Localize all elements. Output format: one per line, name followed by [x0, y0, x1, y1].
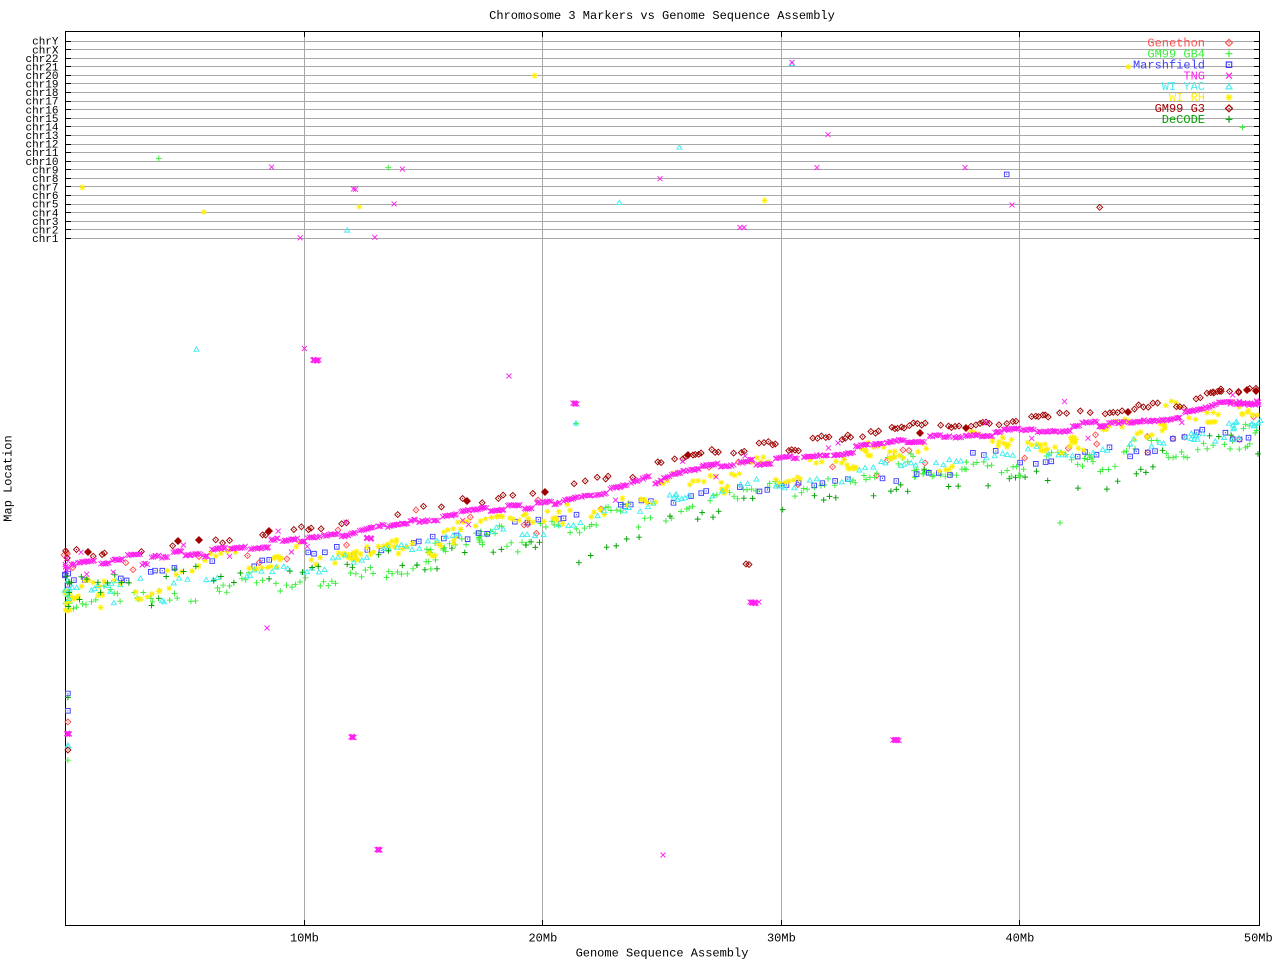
svg-text:chr1: chr1 — [32, 234, 59, 246]
svg-text:Genethon: Genethon — [1147, 37, 1205, 51]
svg-text:GM99 G3: GM99 G3 — [1155, 102, 1205, 116]
svg-text:WI YAC: WI YAC — [1162, 80, 1205, 94]
svg-text:chr3: chr3 — [32, 217, 58, 229]
svg-text:chr15: chr15 — [25, 114, 58, 126]
svg-text:30Mb: 30Mb — [767, 932, 796, 946]
svg-text:Chromosome 3 Markers vs Genome: Chromosome 3 Markers vs Genome Sequence … — [489, 9, 835, 23]
svg-text:50Mb: 50Mb — [1244, 932, 1273, 946]
svg-text:chr12: chr12 — [25, 140, 58, 152]
svg-text:Marshfield: Marshfield — [1133, 58, 1205, 72]
svg-text:chr16: chr16 — [25, 105, 58, 117]
svg-text:chr10: chr10 — [25, 157, 58, 169]
svg-text:10Mb: 10Mb — [290, 932, 319, 946]
svg-text:chr13: chr13 — [25, 131, 58, 143]
svg-text:chr4: chr4 — [32, 208, 59, 220]
svg-text:chr17: chr17 — [25, 97, 58, 109]
svg-text:chr5: chr5 — [32, 200, 58, 212]
svg-text:WI RH: WI RH — [1169, 91, 1205, 105]
svg-text:chr22: chr22 — [25, 54, 58, 66]
svg-text:Map Location: Map Location — [2, 435, 16, 521]
svg-text:chr14: chr14 — [25, 123, 58, 135]
svg-text:chr11: chr11 — [25, 148, 58, 160]
svg-text:40Mb: 40Mb — [1005, 932, 1034, 946]
svg-text:chr7: chr7 — [32, 183, 58, 195]
svg-text:chr2: chr2 — [32, 225, 58, 237]
svg-text:chr18: chr18 — [25, 88, 58, 100]
svg-text:chr21: chr21 — [25, 62, 58, 74]
svg-text:20Mb: 20Mb — [528, 932, 557, 946]
svg-text:DeCODE: DeCODE — [1162, 113, 1205, 127]
svg-text:chrX: chrX — [32, 45, 59, 57]
svg-text:Genome Sequence Assembly: Genome Sequence Assembly — [576, 947, 749, 961]
svg-text:chr8: chr8 — [32, 174, 58, 186]
svg-text:chr6: chr6 — [32, 191, 58, 203]
svg-text:chr9: chr9 — [32, 165, 58, 177]
svg-text:TNG: TNG — [1183, 69, 1205, 83]
svg-text:chr20: chr20 — [25, 71, 58, 83]
svg-text:GM99 GB4: GM99 GB4 — [1147, 47, 1205, 61]
svg-text:chrY: chrY — [32, 37, 59, 49]
svg-text:chr19: chr19 — [25, 80, 58, 92]
